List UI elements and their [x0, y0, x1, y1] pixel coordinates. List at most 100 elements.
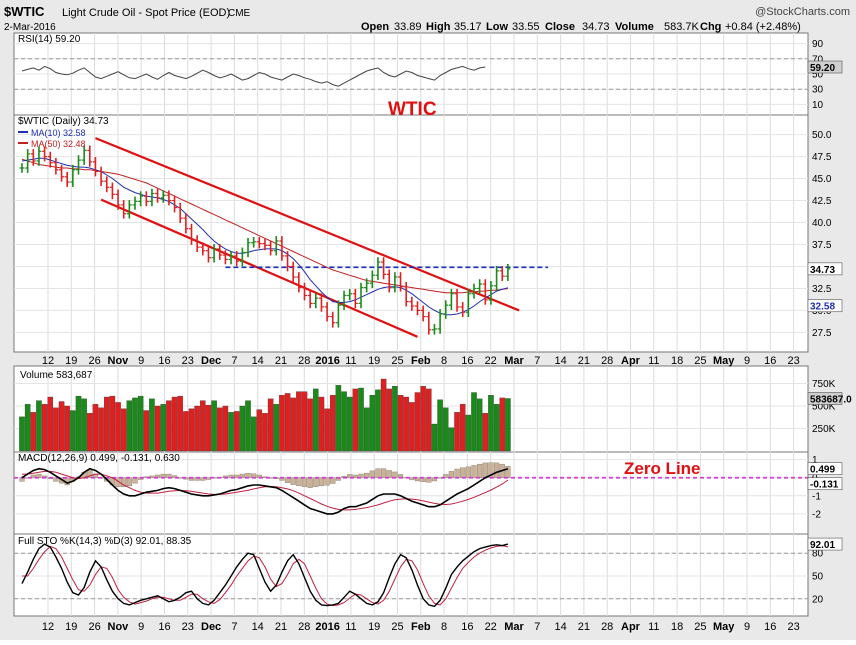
x-tick-label-bottom: 18 [671, 621, 683, 633]
macd-histogram-bar [471, 465, 477, 478]
open-label: Open [361, 21, 389, 33]
x-tick-label-top: 16 [158, 355, 170, 367]
x-tick-label-top: May [713, 355, 735, 367]
x-tick-label-top: 25 [391, 355, 403, 367]
volume-bar [64, 405, 70, 452]
volume-bar [363, 407, 370, 452]
volume-bar [41, 404, 48, 452]
x-tick-label-top: Feb [411, 355, 431, 367]
price-tick-label: 27.5 [812, 328, 832, 339]
x-tick-label-bottom: 7 [534, 621, 540, 633]
volume-bar [420, 386, 426, 452]
volume-bar [459, 404, 466, 452]
x-tick-label-top: 9 [744, 355, 750, 367]
x-tick-label-bottom: Apr [621, 621, 641, 633]
volume-bar [369, 395, 376, 452]
volume-bar [75, 395, 82, 452]
volume-bar [505, 398, 511, 452]
zero-line-annotation: Zero Line [624, 459, 701, 478]
x-tick-label-bottom: May [713, 621, 735, 633]
price-tick-label: 47.5 [812, 152, 832, 163]
volume-bar [132, 397, 138, 452]
volume-bar [324, 408, 330, 452]
volume-bar [267, 398, 274, 452]
x-tick-label-top: 25 [694, 355, 706, 367]
volume-bar [341, 391, 347, 452]
watermark: @StockCharts.com [755, 6, 850, 18]
ma50-legend: MA(50) 32.48 [31, 139, 86, 149]
volume-bar [228, 412, 234, 452]
volume-bar [233, 411, 240, 452]
x-tick-label-top: 19 [65, 355, 77, 367]
volume-bar [222, 405, 229, 452]
close-value: 34.73 [582, 21, 610, 33]
x-tick-label-top: Apr [621, 355, 641, 367]
macd-histogram-bar [381, 468, 387, 478]
chart-date: 2-Mar-2016 [4, 22, 56, 33]
rsi-tick-label: 10 [812, 100, 824, 111]
x-tick-label-bottom: 8 [441, 621, 447, 633]
macd-histogram-bar [205, 477, 212, 480]
rsi-last-value: 59.20 [810, 63, 835, 74]
volume-bar [426, 388, 432, 452]
volume-tick-label: 250K [812, 424, 836, 435]
volume-bar [109, 395, 116, 452]
volume-bar [171, 396, 178, 452]
macd-histogram-bar [301, 477, 308, 487]
x-tick-label-bottom: 25 [391, 621, 403, 633]
macd-histogram-bar [505, 466, 511, 478]
stochastic-d-line [22, 545, 509, 607]
close-label: Close [545, 21, 575, 33]
x-tick-label-bottom: 21 [578, 621, 590, 633]
macd-histogram-bar [149, 475, 155, 478]
volume-tick-label: 750K [812, 379, 836, 390]
ohlc-summary: Open 33.89 High 35.17 Low 33.55 Close 34… [361, 21, 801, 33]
stochastic-tick-label: 80 [812, 549, 824, 560]
macd-histogram-bar [352, 474, 358, 478]
volume-bar [120, 408, 127, 452]
x-tick-label-top: Nov [108, 355, 130, 367]
volume-bar [143, 410, 150, 452]
open-value: 33.89 [394, 21, 422, 33]
volume-bar [239, 405, 246, 452]
volume-bar [177, 395, 183, 452]
macd-histogram-bar [358, 473, 364, 478]
x-tick-label-top: 14 [554, 355, 566, 367]
x-tick-label-top: Dec [201, 355, 221, 367]
volume-bar [245, 400, 251, 452]
volume-bar [279, 395, 285, 452]
volume-bar [154, 405, 161, 452]
stochastic-tick-label: 20 [812, 594, 824, 605]
macd-histogram-bar [307, 477, 313, 488]
volume-bar [81, 398, 87, 452]
macd-histogram-bar [369, 470, 375, 478]
macd-histogram-bar [443, 474, 449, 478]
x-tick-label-top: 28 [601, 355, 613, 367]
volume-bar [200, 400, 206, 452]
macd-legend: MACD(12,26,9) 0.499, -0.131, 0.630 [18, 453, 180, 464]
macd-line [21, 467, 509, 515]
price-tick-label: 32.5 [812, 284, 832, 295]
price-tick-label: 45.0 [812, 174, 832, 185]
volume-bar [307, 398, 313, 452]
price-last-value: 34.73 [810, 265, 835, 276]
volume-bar [301, 391, 308, 452]
rsi-series [14, 43, 808, 105]
macd-histogram-bar [448, 471, 455, 478]
volume-bar [183, 411, 189, 452]
macd-histogram-bar [121, 477, 127, 487]
price-last-value-box [807, 262, 843, 276]
volume-bar [256, 409, 263, 452]
stochastic-last-value: 92.01 [810, 540, 835, 551]
volume-bar [149, 398, 155, 452]
volume-bar [104, 396, 110, 452]
macd-histogram-bar [234, 474, 240, 478]
macd-histogram-bar [494, 462, 500, 478]
volume-bar [47, 396, 54, 452]
x-tick-label-top: 18 [671, 355, 683, 367]
macd-signal-last-value-box [807, 477, 843, 491]
macd-histogram-bar [87, 470, 93, 478]
x-tick-label-bottom: 23 [787, 621, 799, 633]
